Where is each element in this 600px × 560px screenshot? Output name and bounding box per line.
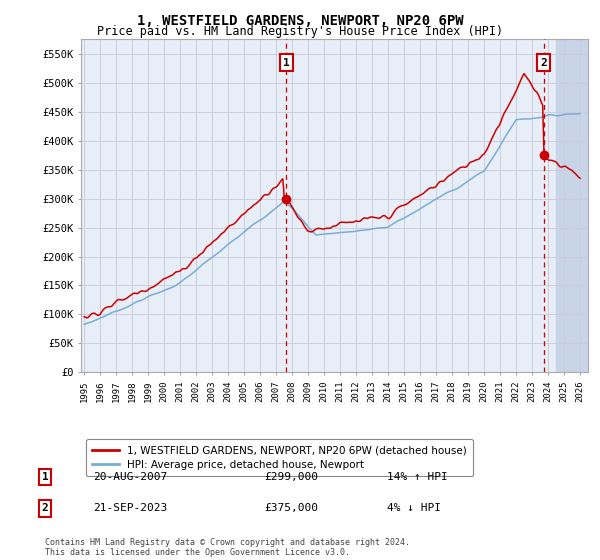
Text: 4% ↓ HPI: 4% ↓ HPI [387,503,441,514]
Text: 1, WESTFIELD GARDENS, NEWPORT, NP20 6PW: 1, WESTFIELD GARDENS, NEWPORT, NP20 6PW [137,14,463,28]
Text: £375,000: £375,000 [264,503,318,514]
Text: 14% ↑ HPI: 14% ↑ HPI [387,472,448,482]
Text: 21-SEP-2023: 21-SEP-2023 [93,503,167,514]
Text: 1: 1 [283,58,290,68]
Text: £299,000: £299,000 [264,472,318,482]
Text: Contains HM Land Registry data © Crown copyright and database right 2024.
This d: Contains HM Land Registry data © Crown c… [45,538,410,557]
Text: 2: 2 [41,503,49,514]
Text: 20-AUG-2007: 20-AUG-2007 [93,472,167,482]
Text: 1: 1 [41,472,49,482]
Text: Price paid vs. HM Land Registry's House Price Index (HPI): Price paid vs. HM Land Registry's House … [97,25,503,38]
Text: 2: 2 [540,58,547,68]
Legend: 1, WESTFIELD GARDENS, NEWPORT, NP20 6PW (detached house), HPI: Average price, de: 1, WESTFIELD GARDENS, NEWPORT, NP20 6PW … [86,439,473,476]
